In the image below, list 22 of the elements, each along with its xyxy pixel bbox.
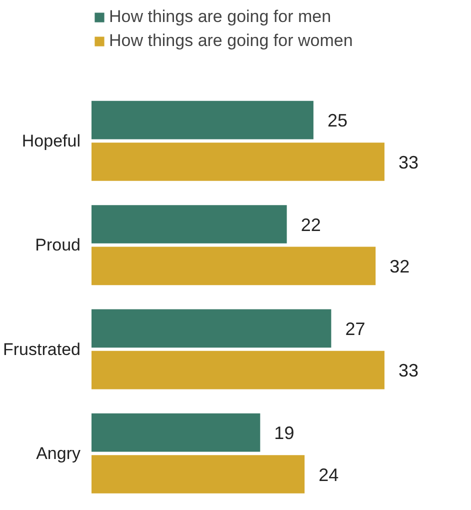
y-tick-label: Frustrated <box>3 340 81 359</box>
data-label: 33 <box>398 152 418 172</box>
data-label: 24 <box>318 464 339 485</box>
bar <box>92 246 376 286</box>
y-tick-label: Proud <box>35 236 81 255</box>
y-tick-label: Angry <box>36 444 81 463</box>
data-label: 27 <box>345 318 366 339</box>
data-label: 33 <box>398 360 418 381</box>
data-label: 25 <box>327 110 348 131</box>
data-label: 32 <box>390 256 410 276</box>
bar <box>92 309 332 348</box>
bar <box>92 455 305 494</box>
bar <box>92 350 384 390</box>
y-tick-label: Hopeful <box>22 131 81 150</box>
bar <box>92 100 314 140</box>
bar <box>92 205 287 244</box>
bar <box>92 142 384 181</box>
legend-label: How things are going for women <box>109 31 353 51</box>
data-label: 19 <box>274 423 294 444</box>
bar <box>92 413 260 452</box>
data-label: 22 <box>300 214 321 235</box>
legend-label: How things are going for men <box>109 7 332 27</box>
